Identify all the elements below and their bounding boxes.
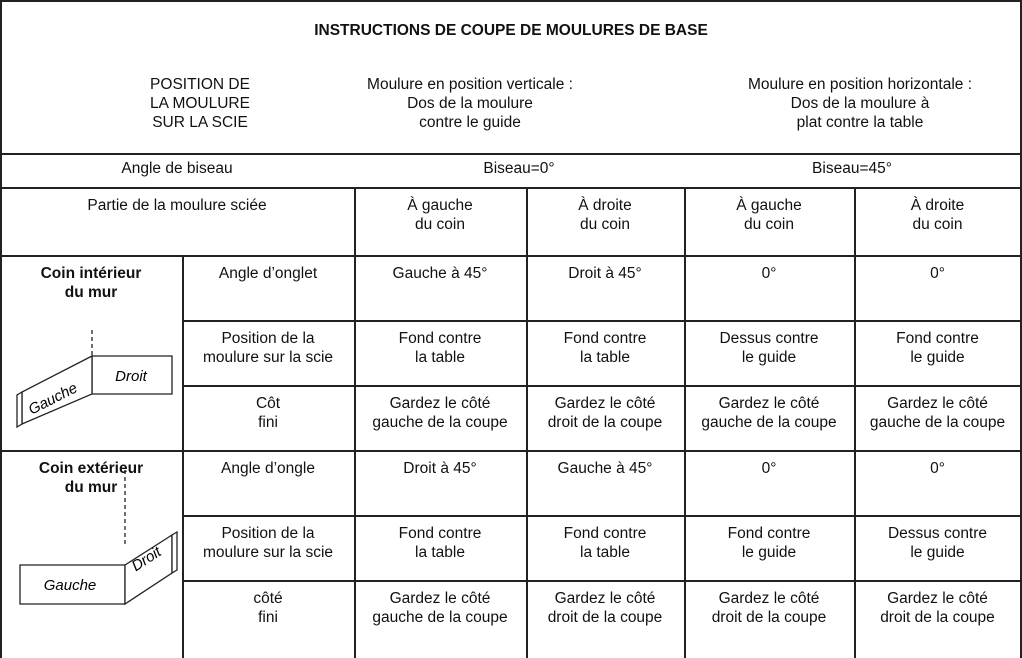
row-cell: Fond contre la table — [398, 525, 482, 561]
rule — [1020, 0, 1022, 658]
row-label: Angle d’ongle — [221, 460, 315, 477]
part-column: À gauche du coin — [407, 197, 473, 233]
rule — [0, 0, 1022, 2]
row-cell: 0° — [930, 265, 945, 282]
header-cell: POSITION DE LA MOULURE SUR LA SCIE — [150, 76, 250, 131]
header-cell: Moulure en position verticale : Dos de l… — [367, 76, 573, 131]
part-label: Partie de la moulure sciée — [87, 197, 267, 214]
rule — [0, 153, 1022, 155]
diagram-label: Gauche — [44, 577, 97, 594]
row-cell: Gardez le côté gauche de la coupe — [701, 395, 837, 431]
row-cell: Gardez le côté gauche de la coupe — [372, 395, 508, 431]
rule — [526, 187, 528, 658]
row-cell: Dessus contre le guide — [719, 330, 819, 366]
table-title: INSTRUCTIONS DE COUPE DE MOULURES DE BAS… — [314, 22, 708, 39]
rule — [0, 255, 1022, 257]
row-cell: 0° — [930, 460, 945, 477]
row-label: côté fini — [253, 590, 283, 626]
row-cell: 0° — [761, 460, 777, 477]
section-title: Coin intérieur du mur — [40, 265, 142, 301]
rule — [354, 187, 356, 658]
rule — [182, 320, 1022, 322]
part-column: À gauche du coin — [736, 197, 802, 233]
rule — [0, 187, 1022, 189]
row-label: Côt fini — [255, 395, 281, 431]
row-cell: Dessus contre le guide — [887, 525, 988, 561]
row-cell: 0° — [761, 265, 777, 282]
rule — [684, 187, 686, 658]
row-cell: Fond contre la table — [563, 330, 647, 366]
part-column: À droite du coin — [578, 197, 632, 233]
rule — [182, 255, 184, 658]
row-cell: Fond contre le guide — [727, 525, 811, 561]
part-column: À droite du coin — [910, 197, 965, 233]
section-title: Coin extérieur du mur — [38, 460, 144, 496]
diagram-label: Droit — [115, 368, 148, 385]
row-cell: Gardez le côté droit de la coupe — [880, 590, 995, 626]
rule — [0, 0, 2, 658]
row-label: Position de la moulure sur la scie — [202, 330, 334, 366]
row-cell: Fond contre la table — [398, 330, 482, 366]
bevel-label: Angle de biseau — [121, 160, 233, 177]
header-cell: Moulure en position horizontale : Dos de… — [747, 76, 973, 131]
bevel-cell: Biseau=45° — [812, 160, 892, 177]
row-cell: Gardez le côté droit de la coupe — [711, 590, 827, 626]
row-cell: Gardez le côté gauche de la coupe — [869, 395, 1006, 431]
rule — [182, 515, 1022, 517]
row-label: Angle d’onglet — [218, 265, 318, 282]
row-cell: Fond contre le guide — [896, 330, 979, 366]
rule — [854, 187, 856, 658]
rule — [182, 580, 1022, 582]
row-cell: Gauche à 45° — [392, 265, 488, 282]
rule — [0, 450, 1022, 452]
row-cell: Droit à 45° — [403, 460, 477, 477]
row-cell: Fond contre la table — [563, 525, 647, 561]
row-label: Position de la moulure sur la scie — [202, 525, 334, 561]
row-cell: Gardez le côté droit de la coupe — [547, 590, 663, 626]
bevel-cell: Biseau=0° — [483, 160, 555, 177]
row-cell: Droit à 45° — [568, 265, 642, 282]
row-cell: Gardez le côté gauche de la coupe — [372, 590, 508, 626]
rule — [182, 385, 1022, 387]
row-cell: Gauche à 45° — [557, 460, 653, 477]
row-cell: Gardez le côté droit de la coupe — [547, 395, 663, 431]
